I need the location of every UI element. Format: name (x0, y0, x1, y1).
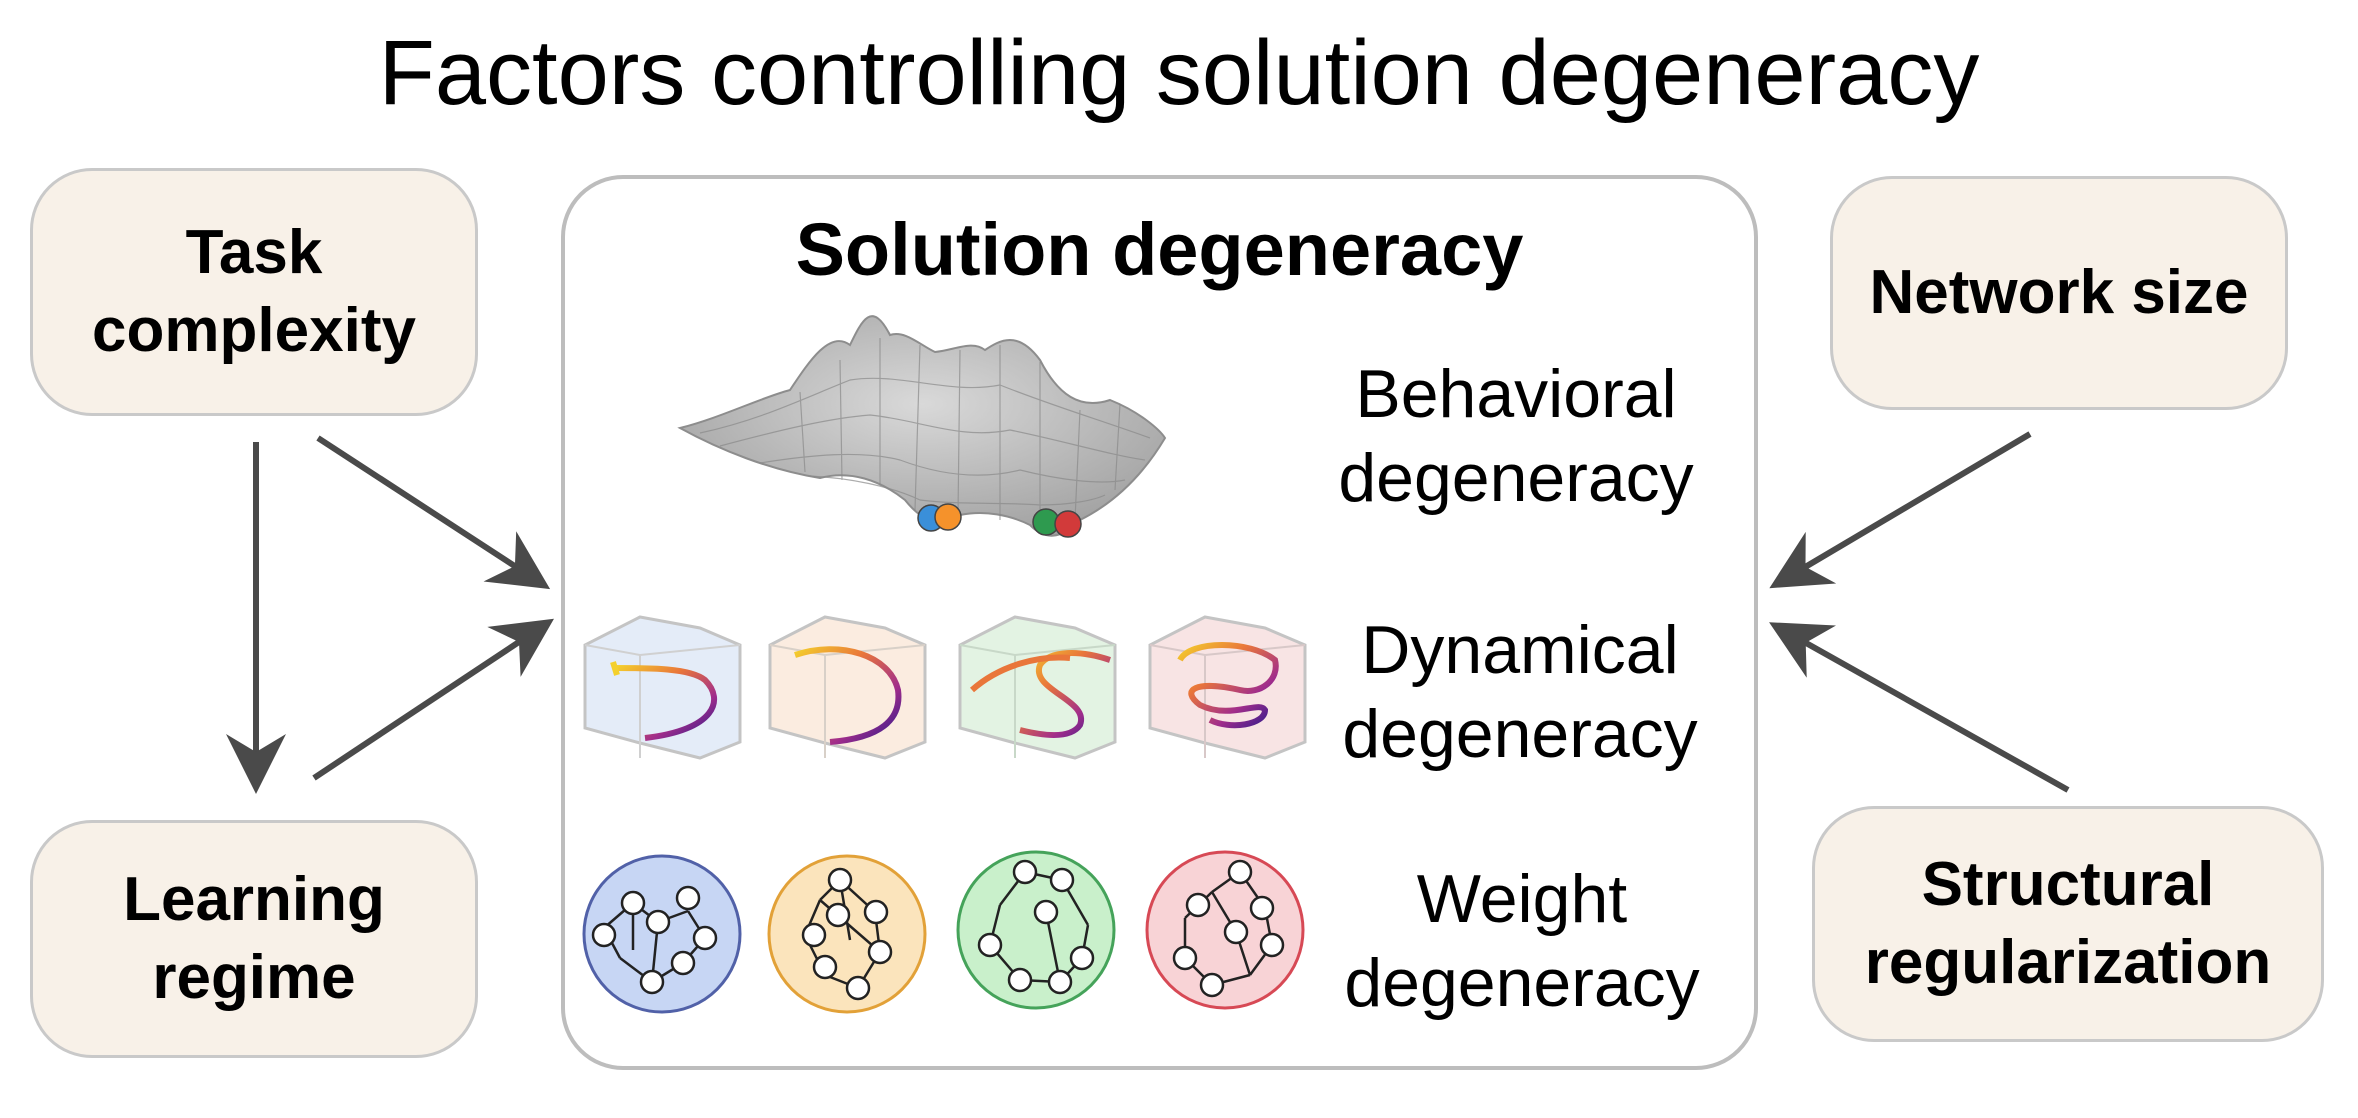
arrow-icon (316, 435, 551, 590)
network-graph-icon (956, 850, 1116, 1010)
behavioral-degeneracy-label: Behavioral degeneracy (1338, 356, 1694, 516)
trajectory-panels (583, 615, 1307, 760)
structural-regularization-box: Structural regularization (1812, 806, 2324, 1042)
network-size-box: Network size (1830, 176, 2288, 410)
trajectory-icon (1148, 615, 1307, 760)
network-graph-icon (767, 854, 927, 1014)
figure-title: Factors controlling solution degeneracy (378, 22, 1980, 124)
trajectory-icon (768, 615, 927, 760)
loss-landscape-icon (677, 315, 1167, 538)
learning-regime-box: Learning regime (30, 820, 478, 1058)
arrow-icon (1769, 431, 2032, 589)
trajectory-icon (958, 615, 1117, 760)
network-graph-icon (1145, 850, 1305, 1010)
arrow-icon (312, 618, 554, 781)
solution-degeneracy-title: Solution degeneracy (795, 208, 1524, 291)
network-graph-icon (582, 854, 742, 1014)
trajectory-icon (583, 615, 742, 760)
task-complexity-box: Task complexity (30, 168, 478, 416)
arrow-icon (1769, 622, 2070, 793)
weight-degeneracy-label: Weight degeneracy (1344, 861, 1700, 1021)
dynamical-degeneracy-label: Dynamical degeneracy (1342, 612, 1698, 772)
network-graphs (582, 850, 1305, 1014)
